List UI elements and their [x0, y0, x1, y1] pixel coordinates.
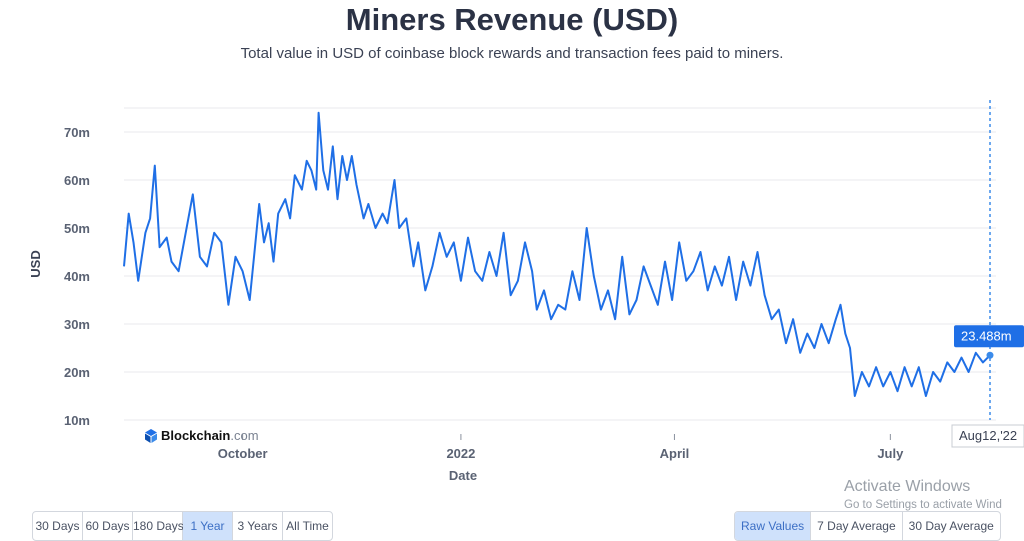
x-tick-label: October	[218, 446, 268, 461]
range-all-time-button[interactable]: All Time	[286, 519, 329, 533]
seven-day-average-button[interactable]: 7 Day Average	[811, 512, 903, 540]
chart-title: Miners Revenue (USD)	[345, 2, 679, 37]
y-tick-label: 60m	[64, 173, 90, 188]
tooltip-date-text: Aug12,'22	[959, 428, 1017, 443]
range-3-years-button[interactable]: 3 Years	[233, 512, 283, 540]
y-tick-label: 40m	[64, 269, 90, 284]
y-axis-label: USD	[28, 250, 43, 277]
activate-windows-watermark: Activate Windows Go to Settings to activ…	[844, 478, 1002, 511]
x-tick-label: July	[877, 446, 904, 461]
watermark-subtitle: Go to Settings to activate Wind	[844, 499, 1002, 511]
miners-revenue-chart: 10m 20m 30m 40m 50m 60m 70m October 2022 April Ju…	[28, 100, 1024, 483]
y-tick-label: 20m	[64, 365, 90, 380]
time-range-selector: 30 Days 60 Days 180 Days 1 Year 3 Years …	[32, 511, 333, 541]
blockchain-logo: Blockchain .com	[144, 428, 259, 443]
y-tick-label: 50m	[64, 221, 90, 236]
range-60-days-button[interactable]: 60 Days	[83, 512, 133, 540]
tooltip-value-text: 23.488m	[961, 328, 1012, 343]
x-tick-label: 2022	[446, 446, 475, 461]
y-tick-label: 70m	[64, 125, 90, 140]
y-tick-label: 30m	[64, 317, 90, 332]
x-tick-label: April	[660, 446, 690, 461]
x-axis-label: Date	[449, 468, 477, 483]
averaging-selector: Raw Values 7 Day Average 30 Day Average	[734, 511, 1001, 541]
revenue-series-line[interactable]	[123, 111, 991, 397]
range-30-days-button[interactable]: 30 Days	[33, 512, 83, 540]
logo-brand-text: Blockchain	[161, 428, 231, 443]
range-1-year-button[interactable]: 1 Year	[183, 512, 233, 540]
chart-subtitle: Total value in USD of coinbase block rew…	[240, 45, 784, 62]
range-180-days-button[interactable]: 180 Days	[133, 512, 184, 540]
thirty-day-average-button[interactable]: 30 Day Average	[908, 519, 994, 533]
logo-domain-text: .com	[230, 428, 259, 443]
raw-values-button[interactable]: Raw Values	[735, 512, 812, 540]
tooltip-date-badge: Aug12,'22	[951, 424, 1024, 448]
tooltip-value-badge: 23.488m	[954, 325, 1024, 348]
watermark-title: Activate Windows	[844, 478, 971, 495]
y-tick-label: 10m	[64, 413, 90, 428]
x-tick-labels: October 2022 April July	[218, 434, 904, 461]
y-tick-labels: 10m 20m 30m 40m 50m 60m 70m	[64, 125, 90, 428]
last-data-point[interactable]	[986, 351, 994, 359]
grid-lines	[124, 107, 996, 421]
blockchain-logo-icon	[145, 428, 157, 443]
